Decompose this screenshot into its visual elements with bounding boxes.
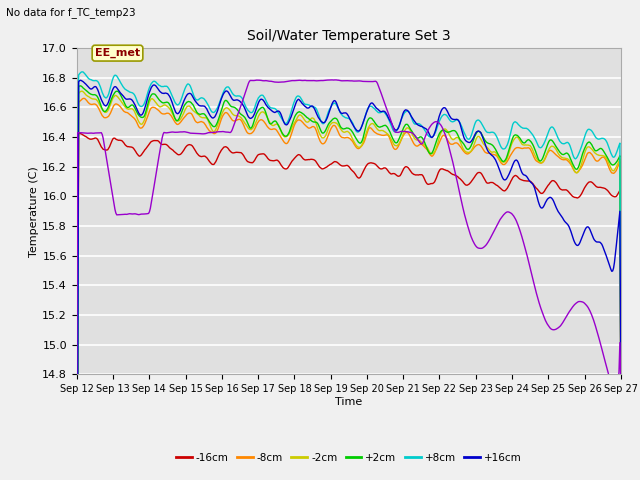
+64cm: [327, 77, 335, 83]
Text: EE_met: EE_met: [95, 48, 140, 58]
+64cm: [437, 122, 445, 128]
-16cm: [617, 379, 625, 384]
+8cm: [320, 120, 328, 126]
Y-axis label: Temperature (C): Temperature (C): [29, 166, 40, 257]
+8cm: [483, 130, 491, 135]
-16cm: [170, 148, 178, 154]
Line: +8cm: +8cm: [77, 72, 621, 382]
+2cm: [77, 83, 84, 89]
-2cm: [170, 114, 178, 120]
+2cm: [73, 379, 81, 384]
-2cm: [214, 122, 221, 128]
-8cm: [170, 117, 178, 123]
-2cm: [320, 135, 328, 141]
Line: -8cm: -8cm: [77, 98, 621, 382]
-8cm: [617, 379, 625, 384]
+64cm: [617, 379, 625, 384]
+8cm: [79, 69, 86, 75]
-16cm: [76, 131, 83, 136]
Line: +64cm: +64cm: [77, 80, 621, 382]
+64cm: [213, 129, 221, 135]
+8cm: [170, 97, 178, 103]
+8cm: [394, 125, 402, 131]
+16cm: [394, 125, 402, 131]
Line: -2cm: -2cm: [77, 91, 621, 382]
+2cm: [320, 130, 328, 136]
-2cm: [79, 88, 86, 94]
+2cm: [170, 113, 178, 119]
-8cm: [437, 136, 445, 142]
X-axis label: Time: Time: [335, 397, 362, 407]
-8cm: [320, 141, 328, 146]
-2cm: [483, 144, 491, 150]
Title: Soil/Water Temperature Set 3: Soil/Water Temperature Set 3: [247, 29, 451, 43]
+16cm: [437, 108, 445, 114]
+16cm: [77, 77, 84, 83]
-16cm: [394, 173, 402, 179]
+64cm: [319, 78, 327, 84]
+8cm: [73, 379, 81, 384]
+16cm: [170, 105, 178, 111]
+64cm: [394, 130, 402, 135]
+2cm: [437, 129, 445, 134]
-16cm: [437, 166, 445, 172]
+2cm: [483, 140, 491, 145]
+16cm: [320, 120, 328, 126]
-2cm: [394, 142, 402, 147]
Line: +16cm: +16cm: [77, 80, 621, 382]
+8cm: [214, 105, 221, 110]
+8cm: [617, 379, 625, 384]
-8cm: [80, 96, 88, 101]
+2cm: [617, 379, 625, 384]
-2cm: [73, 379, 81, 384]
-8cm: [483, 150, 491, 156]
-8cm: [394, 144, 402, 149]
Text: No data for f_TC_temp23: No data for f_TC_temp23: [6, 7, 136, 18]
+8cm: [437, 115, 445, 120]
+16cm: [617, 379, 625, 384]
+16cm: [214, 108, 221, 114]
-16cm: [483, 180, 491, 186]
Line: +2cm: +2cm: [77, 86, 621, 382]
-16cm: [214, 155, 221, 160]
-8cm: [73, 379, 81, 384]
+16cm: [483, 147, 491, 153]
-2cm: [437, 130, 445, 135]
+2cm: [214, 119, 221, 125]
+2cm: [394, 138, 402, 144]
-8cm: [214, 127, 221, 133]
+64cm: [169, 129, 177, 135]
-16cm: [320, 166, 328, 171]
+64cm: [73, 379, 81, 384]
+16cm: [73, 379, 81, 384]
Line: -16cm: -16cm: [77, 133, 621, 382]
-16cm: [73, 379, 81, 384]
-2cm: [617, 379, 625, 384]
+64cm: [483, 240, 491, 246]
